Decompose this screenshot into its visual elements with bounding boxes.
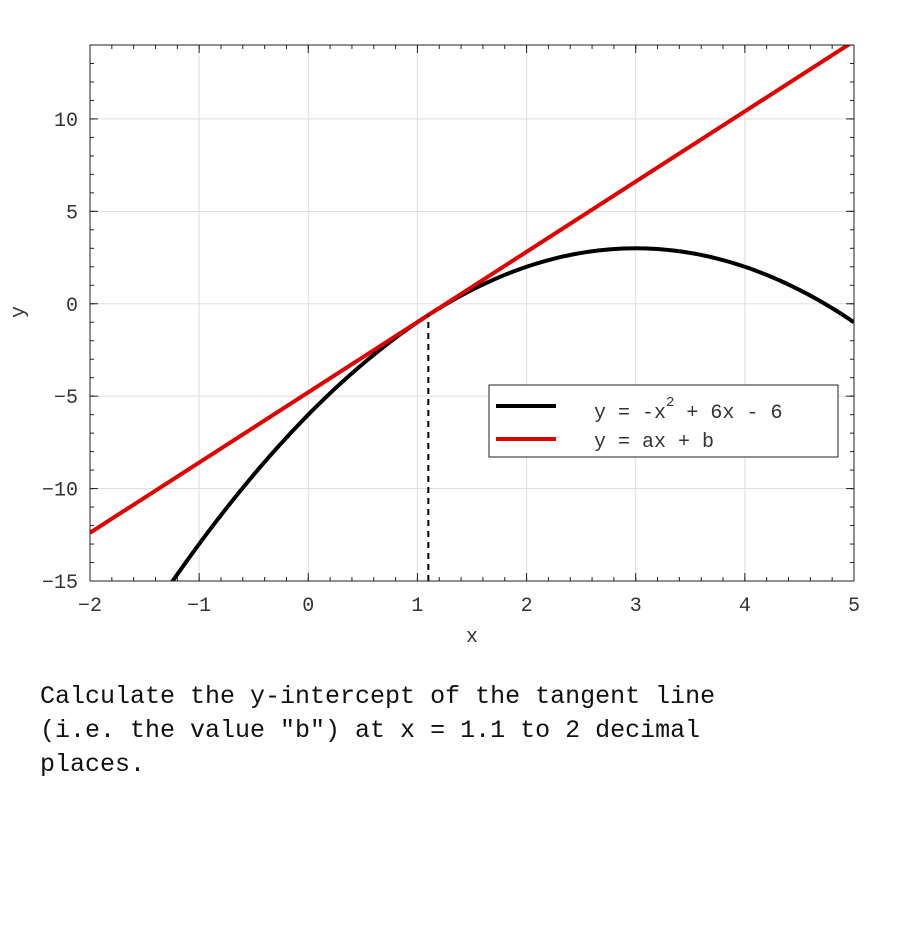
series-tangent-line xyxy=(90,45,852,535)
x-tick-label: 4 xyxy=(739,595,751,618)
legend-label-tangent: y = ax + b xyxy=(594,431,714,454)
y-tick-labels: −15 −10 −5 0 5 10 xyxy=(42,110,78,595)
x-tick-label: 5 xyxy=(848,595,860,618)
x-tick-label: 0 xyxy=(302,595,314,618)
x-tick-label: 2 xyxy=(521,595,533,618)
y-axis-label: y xyxy=(8,306,31,318)
x-tick-label: −1 xyxy=(187,595,211,618)
x-tick-labels: −2 −1 0 1 2 3 4 5 xyxy=(78,595,860,618)
legend-box xyxy=(488,384,839,458)
x-tick-label: 3 xyxy=(630,595,642,618)
grid-lines xyxy=(90,45,854,581)
plot-frame xyxy=(89,44,855,582)
legend: y = -x2 + 6x - 6 y = ax + b xyxy=(488,384,839,458)
y-tick-label: 5 xyxy=(66,202,78,225)
question-text: Calculate the y-intercept of the tangent… xyxy=(40,682,716,779)
x-tick-label: −2 xyxy=(78,595,102,618)
legend-label-parabola: y = -x2 + 6x - 6 xyxy=(594,395,782,425)
y-tick-label: 0 xyxy=(66,295,78,318)
plot-area xyxy=(90,45,854,581)
minor-ticks xyxy=(89,44,855,582)
series-parabola xyxy=(170,246,854,581)
y-tick-label: −5 xyxy=(54,387,78,410)
y-tick-label: −10 xyxy=(42,480,78,503)
x-tick-label: 1 xyxy=(411,595,423,618)
x-axis-label: x xyxy=(466,626,478,649)
y-tick-label: 10 xyxy=(54,110,78,133)
y-tick-label: −15 xyxy=(42,572,78,595)
